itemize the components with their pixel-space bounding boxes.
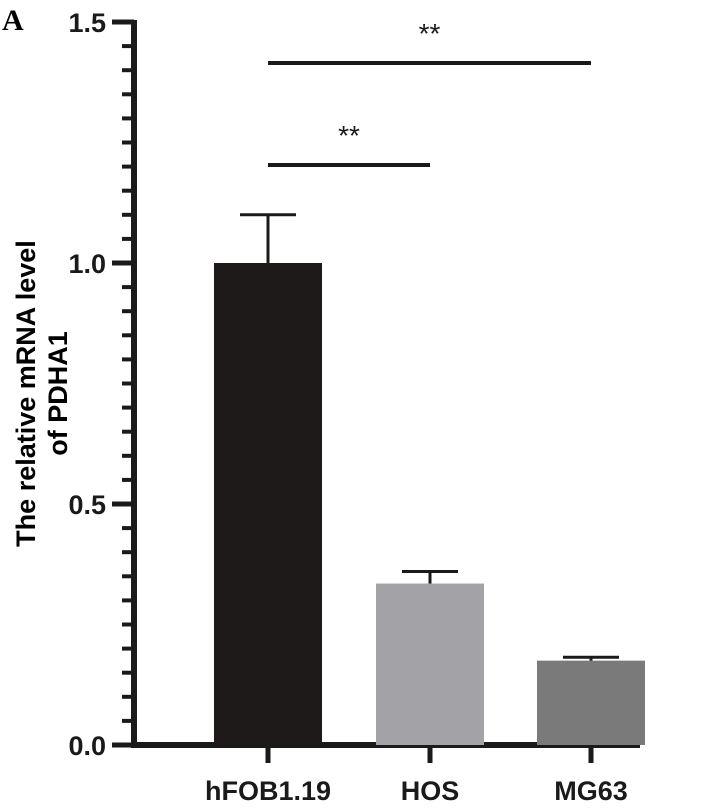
bar [376, 583, 484, 745]
y-axis-label-line-2: of PDHA1 [43, 331, 73, 456]
y-tick-label: 0.0 [68, 731, 106, 761]
x-tick-label: hFOB1.19 [205, 776, 331, 806]
bar [214, 263, 322, 745]
y-axis-label: The relative mRNA level of PDHA1 [11, 240, 73, 547]
significance-label: ** [338, 120, 360, 151]
y-tick-label: 1.5 [68, 8, 106, 38]
bar [537, 660, 645, 745]
y-tick-label: 0.5 [68, 490, 106, 520]
panel-label: A [2, 4, 24, 37]
y-tick-label: 1.0 [68, 249, 106, 279]
y-axis-label-line-1: The relative mRNA level [11, 240, 41, 547]
x-tick-label: MG63 [554, 776, 628, 806]
x-tick-label: HOS [401, 776, 460, 806]
bars [214, 213, 645, 745]
significance-label: ** [419, 18, 441, 49]
significance-annotations: ** ** [268, 18, 591, 167]
